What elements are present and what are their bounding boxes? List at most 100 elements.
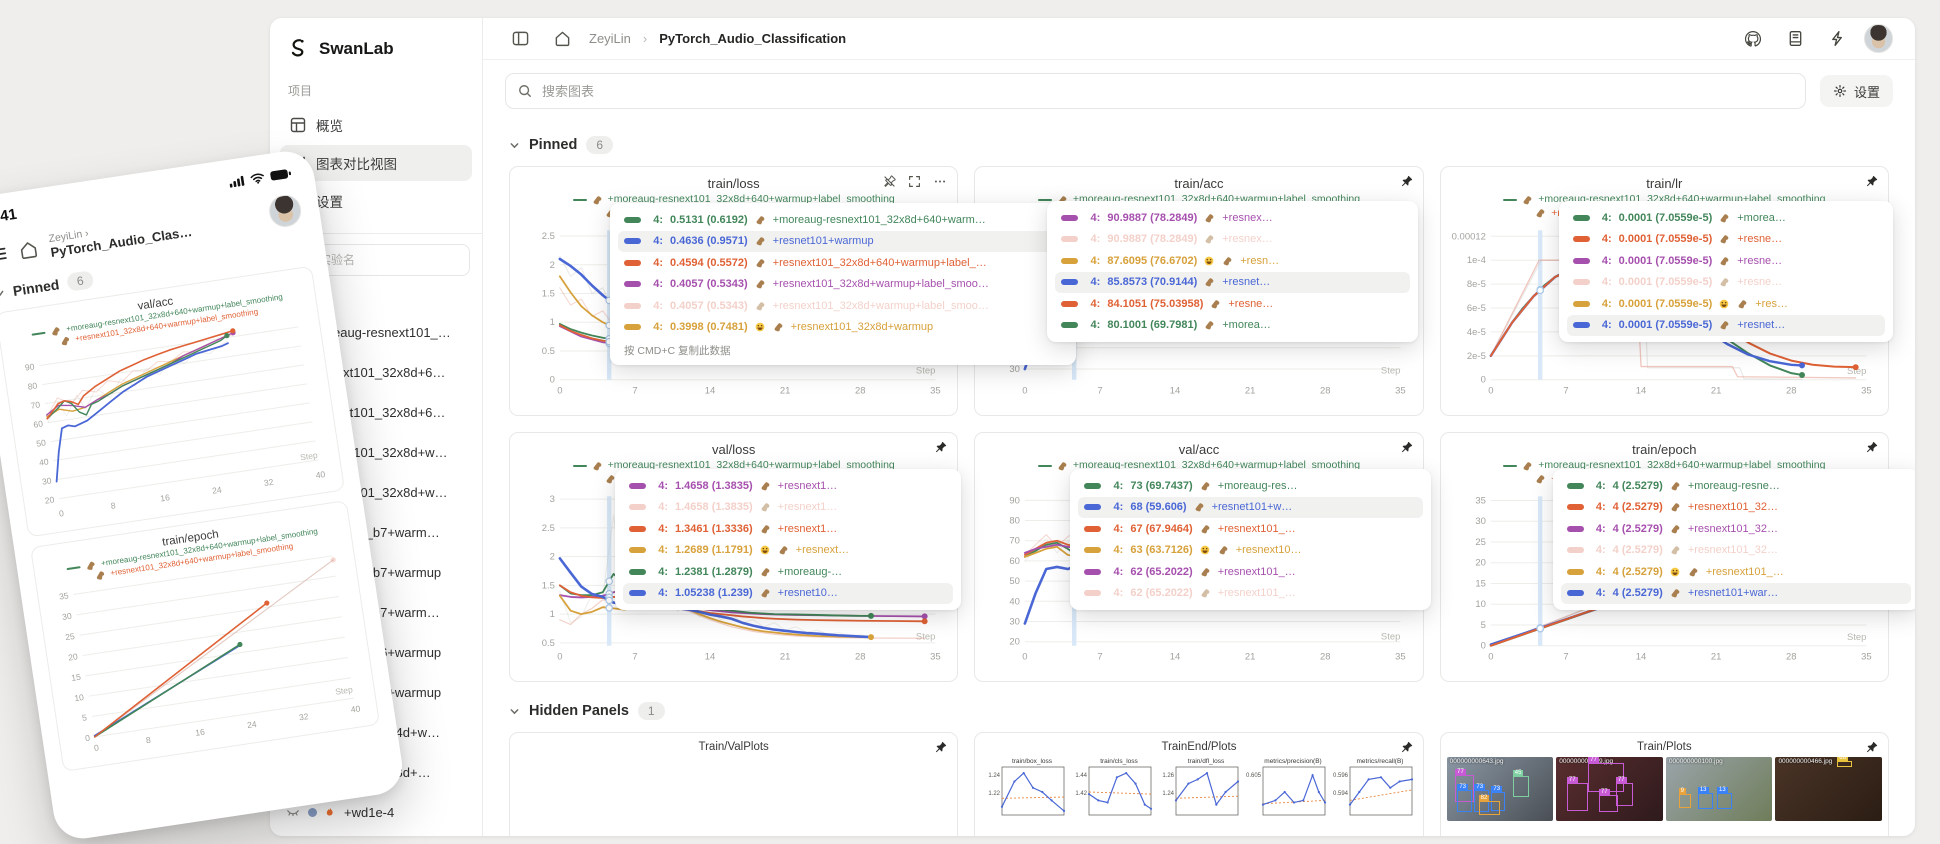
legend-dash bbox=[66, 566, 81, 571]
pin-icon[interactable] bbox=[934, 441, 947, 454]
experiment-list-item[interactable]: +wd1e-4 bbox=[270, 792, 482, 832]
pinned-section-label: Pinned bbox=[529, 137, 578, 153]
chart-card-train-acc: train/acc +moreaug-resnext101_32x8d+640+w… bbox=[974, 166, 1424, 416]
svg-text:60: 60 bbox=[33, 418, 44, 429]
github-icon[interactable] bbox=[1738, 24, 1768, 54]
image-filename: 000000000100.jpg bbox=[1668, 758, 1723, 765]
tooltip-row: 4: 80.1001 (69.7981) +morea… bbox=[1055, 315, 1410, 337]
pin-icon[interactable] bbox=[1865, 175, 1878, 188]
phone-chart-plot[interactable]: 20 30 40 50 60 70 80 90 0 8 16 24 32 40 Step bbox=[8, 309, 336, 522]
fullscreen-icon[interactable] bbox=[908, 175, 921, 188]
fire-emoji bbox=[325, 807, 335, 817]
bounding-box: 77 bbox=[1598, 789, 1619, 813]
eye-off-icon[interactable] bbox=[286, 806, 300, 819]
search-icon bbox=[518, 84, 532, 98]
legend-dash bbox=[1503, 198, 1518, 201]
breadcrumb-project[interactable]: PyTorch_Audio_Classification bbox=[659, 31, 847, 46]
pin-icon[interactable] bbox=[1865, 741, 1878, 754]
chart-tooltip: 4: 90.9887 (78.2849) +resnex… 4: 90.9887 (78… bbox=[1047, 201, 1419, 342]
bounding-box: 66 bbox=[1837, 757, 1853, 768]
svg-text:90: 90 bbox=[1010, 495, 1021, 506]
squirrel-emoji bbox=[1204, 320, 1214, 330]
series-color-chip bbox=[1572, 236, 1590, 243]
sidebar-item-overview[interactable]: 概览 bbox=[280, 107, 472, 143]
legend-dash bbox=[31, 331, 46, 336]
svg-text:35: 35 bbox=[1395, 652, 1406, 662]
detection-image-thumbnail[interactable]: 000000000100.jpg 9 13 13 bbox=[1665, 757, 1773, 821]
chart-search-box[interactable] bbox=[505, 73, 1806, 109]
series-color-chip bbox=[1572, 322, 1590, 329]
tooltip-row: 4: 87.6095 (76.6702) +resn… bbox=[1055, 250, 1410, 272]
docs-icon[interactable] bbox=[1780, 24, 1810, 54]
squirrel-emoji bbox=[755, 301, 765, 311]
series-color-chip bbox=[629, 504, 646, 511]
breadcrumb-user[interactable]: ZeyiLin bbox=[589, 31, 631, 46]
pin-icon[interactable] bbox=[1400, 441, 1413, 454]
squirrel-emoji bbox=[760, 524, 770, 534]
detection-image-thumbnail[interactable]: 000000000466.jpg 66 bbox=[1775, 757, 1883, 821]
tooltip-row: 4: 1.3461 (1.3336) +resnext1… bbox=[623, 518, 953, 540]
chart-card-val-acc: val/acc +moreaug-resnext101_32x8d+640+war… bbox=[974, 432, 1432, 682]
mini-chart-row: train/box_loss 1.24 1.22 train/cls_loss 1.44… bbox=[975, 753, 1422, 821]
svg-text:60: 60 bbox=[1010, 556, 1021, 567]
tooltip-row: 4: 1.4658 (1.3835) +resnext1… bbox=[623, 497, 953, 519]
more-options-icon[interactable] bbox=[933, 175, 947, 188]
laughing-emoji bbox=[1200, 545, 1210, 555]
bounding-box: 13 bbox=[1717, 786, 1732, 810]
pin-icon[interactable] bbox=[934, 741, 947, 754]
series-color-chip bbox=[1566, 504, 1584, 511]
menu-icon[interactable] bbox=[0, 243, 9, 265]
legend-entry: +moreaug-resnext101_32x8d+640+warmup+lab… bbox=[510, 193, 957, 207]
svg-text:7: 7 bbox=[1098, 386, 1103, 396]
svg-text:90: 90 bbox=[24, 361, 35, 372]
experiment-search-input[interactable] bbox=[293, 252, 459, 268]
squirrel-emoji bbox=[755, 215, 765, 225]
chart-title: val/loss bbox=[711, 442, 756, 457]
hidden-panels-section-header[interactable]: Hidden Panels 1 bbox=[509, 702, 1889, 720]
brand: SwanLab bbox=[270, 32, 482, 70]
unpin-icon[interactable] bbox=[883, 175, 896, 188]
squirrel-emoji bbox=[1670, 545, 1680, 555]
chart-actions bbox=[1400, 175, 1413, 188]
phone-chart-plot[interactable]: 0 5 10 15 20 25 30 35 0 8 16 24 32 40 Step bbox=[43, 544, 371, 757]
squirrel-emoji bbox=[1204, 277, 1214, 287]
svg-text:Step: Step bbox=[1381, 366, 1400, 377]
svg-text:1.5: 1.5 bbox=[542, 289, 555, 300]
phone-chart-legend: +moreaug-resnext101_32x8d+640+warmup+lab… bbox=[0, 288, 317, 356]
svg-text:0: 0 bbox=[1023, 386, 1028, 396]
svg-text:1: 1 bbox=[550, 317, 555, 328]
panel-toggle-icon[interactable] bbox=[505, 24, 535, 54]
pinned-section-header[interactable]: Pinned 6 bbox=[509, 136, 1889, 154]
series-color-chip bbox=[1061, 236, 1079, 243]
squirrel-emoji bbox=[1719, 320, 1729, 330]
pin-icon[interactable] bbox=[1400, 175, 1413, 188]
user-avatar[interactable] bbox=[1864, 24, 1893, 53]
squirrel-emoji bbox=[1719, 277, 1729, 287]
lightning-icon[interactable] bbox=[1822, 24, 1852, 54]
squirrel-emoji bbox=[1535, 208, 1545, 218]
chart-actions bbox=[1865, 175, 1878, 188]
pin-icon[interactable] bbox=[1400, 741, 1413, 754]
breadcrumb-separator: › bbox=[642, 31, 648, 46]
bounding-box: 13 bbox=[1697, 786, 1713, 810]
svg-text:30: 30 bbox=[1010, 616, 1021, 627]
chart-title: train/loss bbox=[707, 176, 760, 191]
svg-text:30: 30 bbox=[1475, 516, 1486, 527]
pin-icon[interactable] bbox=[1865, 441, 1878, 454]
svg-text:35: 35 bbox=[1861, 652, 1872, 662]
sidebar-item-label: 设置 bbox=[316, 195, 343, 210]
svg-text:1.24: 1.24 bbox=[1162, 791, 1174, 797]
chart-search-input[interactable] bbox=[540, 82, 1793, 100]
phone-pinned-header[interactable]: Pinned 6 bbox=[0, 238, 308, 303]
home-icon[interactable] bbox=[18, 238, 40, 260]
phone-user-avatar[interactable] bbox=[266, 192, 304, 230]
detection-image-thumbnail[interactable]: 000000000643.jpg 77 73 73 73 45 82 bbox=[1446, 757, 1554, 821]
svg-text:1.42: 1.42 bbox=[1075, 791, 1087, 797]
squirrel-emoji bbox=[1194, 502, 1204, 512]
chevron-down-icon bbox=[509, 140, 520, 151]
settings-button[interactable]: 设置 bbox=[1819, 75, 1893, 107]
panel-card-train-plots: Train/Plots 000000000643.jpg 77 73 73 73 45 82… bbox=[1439, 732, 1889, 836]
detection-image-thumbnail[interactable]: 000000000099.jpg 77 77 77 77 bbox=[1556, 757, 1663, 821]
svg-text:Step: Step bbox=[1847, 632, 1866, 643]
home-icon[interactable] bbox=[547, 24, 577, 54]
